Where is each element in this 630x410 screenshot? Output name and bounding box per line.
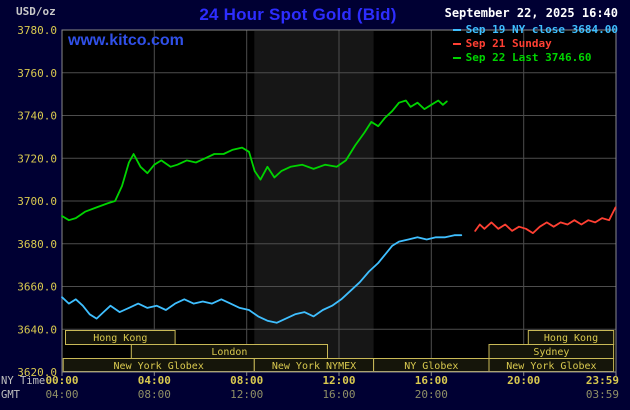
legend-label-sep19: Sep 19 NY close 3684.00 [465,23,618,36]
series-line-sep-21-sunday [474,206,617,235]
y-axis-label: 3680.0 [17,238,57,251]
x-axis-label-gmt: 12:00 [230,388,263,401]
gmt-label: GMT [1,389,21,401]
x-axis-label-ny: 20:00 [507,374,540,387]
legend-marker-icon [452,57,461,59]
session-label: New York Globex [114,361,204,372]
x-axis-label-gmt: 08:00 [138,388,171,401]
x-axis-label-gmt: 03:59 [586,388,619,401]
y-axis-label: 3740.0 [17,110,57,123]
x-axis-label-ny: 12:00 [322,374,355,387]
y-axis-label: 3760.0 [17,67,57,80]
session-label: Sydney [533,347,569,358]
y-axis-label: 3700.0 [17,195,57,208]
y-axis-label: 3720.0 [17,152,57,165]
session-box [65,330,176,345]
session-label: New York NYMEX [272,361,356,372]
kitco-link[interactable]: www.kitco.com [68,32,184,49]
series-line-sep-22-last-3746-60 [61,99,448,222]
x-axis-label-gmt: 20:00 [415,388,448,401]
x-axis-label-gmt: 16:00 [322,388,355,401]
x-axis-label-ny: 08:00 [230,374,263,387]
legend-item-sep19: Sep 19 NY close 3684.00 [452,23,618,36]
series-line-sep-19-ny-close-3684-00 [61,234,463,324]
page-title: 24 Hour Spot Gold (Bid) [199,5,397,24]
legend-label-sep22: Sep 22 Last 3746.60 [465,51,592,64]
y-axis-label: 3660.0 [17,281,57,294]
y-axis-label: 3640.0 [17,323,57,336]
x-axis-label-ny: 23:59 [586,374,619,387]
datetime-label: September 22, 2025 16:40 [444,6,618,20]
legend-label-sep21: Sep 21 Sunday [465,37,552,50]
legend-marker-icon [452,43,461,45]
x-axis-label-ny: 16:00 [415,374,448,387]
session-label: London [211,347,247,358]
legend: Sep 19 NY close 3684.00 Sep 21 Sunday Se… [452,23,618,64]
legend-item-sep22: Sep 22 Last 3746.60 [452,51,592,64]
x-axis-label-gmt: 04:00 [45,388,78,401]
y-axis-label: 3780.0 [17,24,57,37]
x-axis-label-ny: 00:00 [45,374,78,387]
session-label: New York Globex [506,361,596,372]
legend-marker-icon [452,29,461,31]
units-label: USD/oz [16,5,56,18]
ny-time-label: NY Time [1,375,45,387]
session-label: NY Globex [404,361,458,372]
y-axis-label: 3620.0 [17,366,57,379]
session-label: Hong Kong [93,333,147,344]
legend-item-sep21: Sep 21 Sunday [452,37,552,50]
session-label: Hong Kong [544,333,598,344]
x-axis-label-ny: 04:00 [138,374,171,387]
